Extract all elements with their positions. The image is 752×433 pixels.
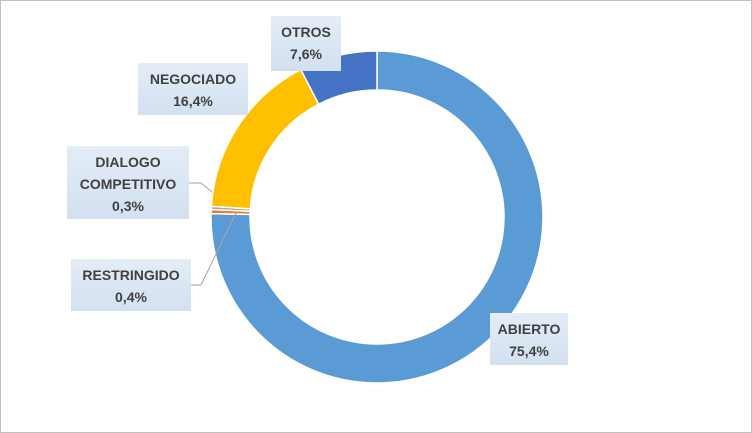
data-label: NEGOCIADO 16,4% bbox=[138, 63, 248, 115]
data-label: ABIERTO 75,4% bbox=[490, 313, 568, 365]
value-label: 16,4% bbox=[173, 93, 213, 109]
value-label: 7,6% bbox=[290, 46, 322, 62]
data-label: RESTRINGIDO 0,4% bbox=[71, 259, 191, 311]
category-label: RESTRINGIDO bbox=[82, 267, 180, 283]
category-label: OTROS bbox=[281, 24, 331, 40]
data-label: OTROS 7,6% bbox=[271, 16, 341, 71]
category-label: ABIERTO bbox=[497, 321, 561, 337]
data-label: DIALOGO COMPETITIVO 0,3% bbox=[67, 146, 189, 219]
donut-slice bbox=[210, 50, 544, 384]
category-label: NEGOCIADO bbox=[149, 71, 237, 87]
category-label: DIALOGO COMPETITIVO bbox=[79, 154, 177, 192]
value-label: 0,4% bbox=[115, 289, 147, 305]
leader-line bbox=[191, 212, 237, 286]
value-label: 0,3% bbox=[112, 198, 144, 214]
value-label: 75,4% bbox=[509, 343, 549, 359]
